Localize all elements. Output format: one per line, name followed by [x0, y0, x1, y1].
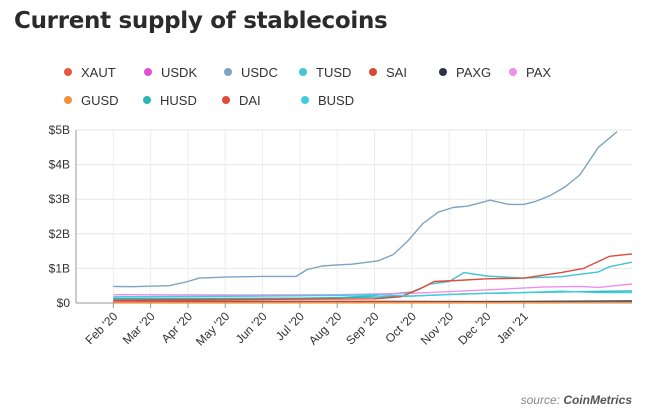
x-tick-label: Jul '20 — [273, 309, 307, 343]
x-tick-label: Jan '21 — [494, 309, 531, 346]
legend-label: TUSD — [316, 64, 352, 80]
legend-label: HUSD — [160, 92, 197, 108]
legend-dot — [64, 96, 72, 104]
legend-dot — [369, 68, 377, 76]
legend-dot — [64, 68, 72, 76]
legend-label: USDC — [241, 64, 278, 80]
chart-title: Current supply of stablecoins — [14, 8, 388, 34]
legend-dot — [509, 68, 517, 76]
series-line-busd — [113, 290, 632, 298]
chart-legend: XAUT USDK USDC TUSD SAI PAXG PAX GUSD HUSD DAI BUS… — [64, 58, 624, 114]
legend-item-busd[interactable]: BUSD — [301, 93, 380, 108]
legend-item-husd[interactable]: HUSD — [143, 93, 222, 108]
y-tick-label: $5B — [49, 123, 70, 137]
x-tick-label: Feb '20 — [82, 309, 120, 347]
legend-item-pax[interactable]: PAX — [509, 65, 569, 80]
legend-item-usdc[interactable]: USDC — [224, 65, 299, 80]
legend-item-paxg[interactable]: PAXG — [439, 65, 509, 80]
series-line-dai — [113, 253, 633, 301]
legend-item-sai[interactable]: SAI — [369, 65, 439, 80]
series-line-pax — [113, 283, 633, 296]
y-tick-label: $1B — [49, 261, 70, 275]
legend-dot — [144, 68, 152, 76]
y-tick-label: $3B — [49, 192, 70, 206]
legend-label: PAXG — [456, 64, 492, 80]
x-tick-label: Jun '20 — [233, 309, 270, 346]
x-tick-label: May '20 — [193, 309, 233, 349]
legend-dot — [143, 96, 151, 104]
x-tick-label: Nov '20 — [418, 309, 457, 348]
legend-dot — [299, 68, 307, 76]
legend-item-gusd[interactable]: GUSD — [64, 93, 143, 108]
legend-label: DAI — [239, 92, 261, 108]
source-prefix: source: — [520, 393, 564, 407]
legend-label: GUSD — [81, 92, 119, 108]
x-tick-label: Apr '20 — [159, 309, 196, 346]
series-line-usdc — [113, 131, 618, 288]
source-name: CoinMetrics — [563, 393, 632, 407]
x-tick-label: Oct '20 — [382, 309, 419, 346]
chart-source: source: CoinMetrics — [521, 393, 632, 407]
legend-dot — [222, 96, 230, 104]
legend-label: BUSD — [318, 92, 355, 108]
legend-item-usdk[interactable]: USDK — [144, 65, 224, 80]
legend-label: SAI — [386, 64, 407, 80]
x-tick-label: Dec '20 — [455, 309, 494, 348]
y-tick-label: $2B — [49, 227, 70, 241]
legend-item-tusd[interactable]: TUSD — [299, 65, 369, 80]
x-tick-label: Mar '20 — [120, 309, 158, 347]
legend-dot — [224, 68, 232, 76]
legend-row: GUSD HUSD DAI BUSD — [64, 86, 624, 114]
y-tick-label: $4B — [49, 158, 70, 172]
x-tick-label: Aug '20 — [306, 309, 345, 348]
legend-label: PAX — [526, 64, 552, 80]
legend-dot — [301, 96, 309, 104]
y-tick-label: $0 — [57, 296, 71, 310]
legend-item-dai[interactable]: DAI — [222, 93, 301, 108]
legend-label: XAUT — [81, 64, 116, 80]
legend-dot — [439, 68, 447, 76]
legend-label: USDK — [161, 64, 198, 80]
legend-item-xaut[interactable]: XAUT — [64, 65, 144, 80]
x-tick-label: Sep '20 — [343, 309, 382, 348]
legend-row: XAUT USDK USDC TUSD SAI PAXG PAX — [64, 58, 624, 86]
